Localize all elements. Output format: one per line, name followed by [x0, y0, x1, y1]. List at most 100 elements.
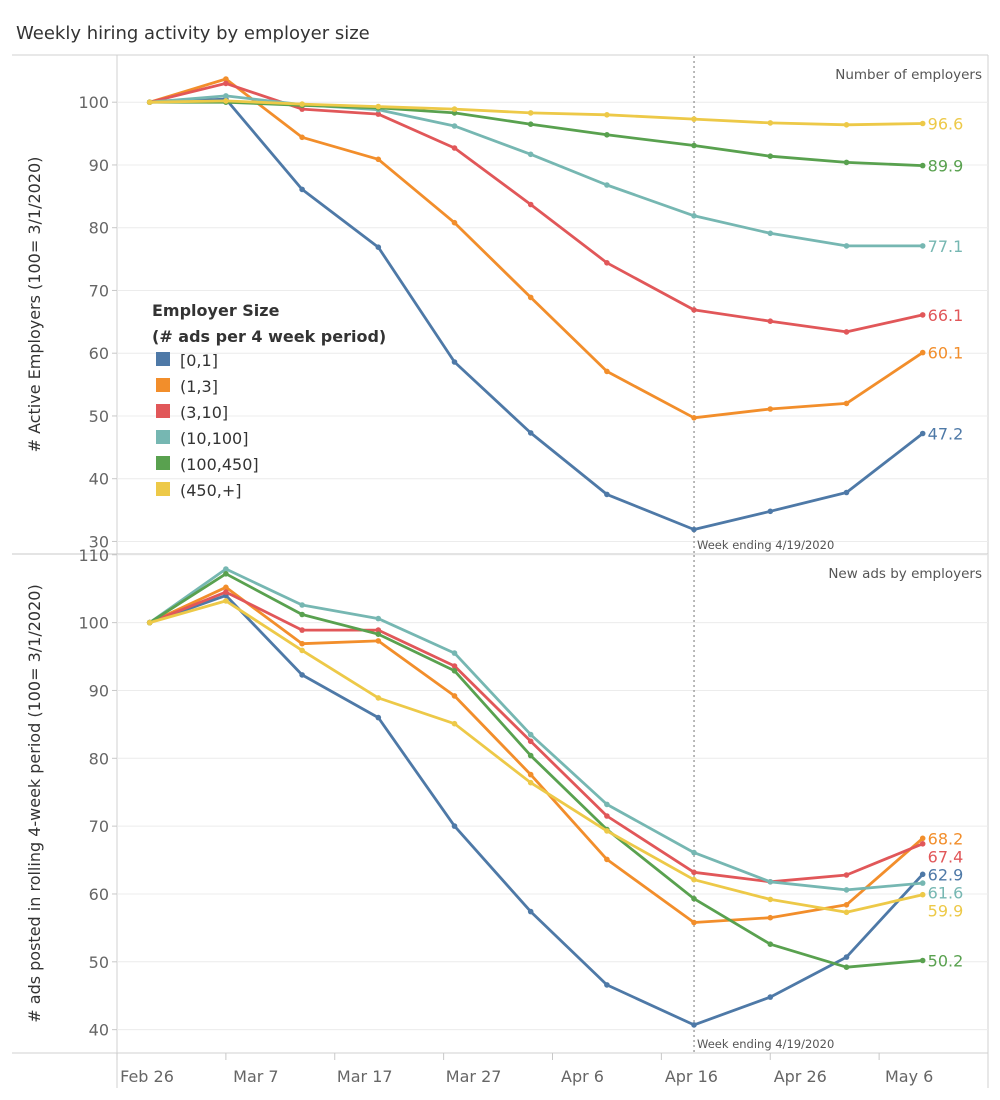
data-point [451, 359, 458, 365]
y-tick-label: 70 [89, 281, 109, 300]
legend-label: (3,10] [180, 403, 228, 422]
legend-item-100-450: (100,450] [156, 455, 259, 474]
panels-layer: 30 40 50 60 70 80 90 100 # Active Employers (100… [12, 54, 989, 1088]
x-tick-label: Apr 26 [774, 1067, 827, 1086]
series-1-3 [146, 76, 926, 421]
legend-item-1-3: (1,3] [156, 377, 218, 396]
data-point [375, 638, 382, 644]
data-point [843, 954, 850, 960]
data-point [375, 111, 382, 117]
legend-swatch [156, 430, 170, 444]
panel-label: Number of employers [835, 67, 982, 83]
series-450 [146, 98, 926, 128]
data-point [604, 982, 610, 988]
legend-subtitle: (# ads per 4 week period) [152, 327, 386, 346]
data-point [691, 1022, 697, 1028]
data-point [919, 243, 926, 249]
legend-label: [0,1] [180, 351, 218, 370]
y-axis-title: # ads posted in rolling 4-week period (1… [25, 584, 44, 1022]
data-point [919, 880, 926, 886]
data-point [527, 121, 534, 127]
x-tick-label: Feb 26 [120, 1067, 174, 1086]
data-point [767, 153, 774, 159]
data-point [919, 312, 926, 318]
data-point [604, 368, 610, 375]
data-point [223, 566, 229, 572]
data-point [604, 112, 610, 118]
data-point [919, 430, 926, 437]
data-point [604, 132, 610, 138]
data-point [527, 201, 534, 208]
y-tick-label: 40 [89, 1021, 109, 1040]
y-tick-label: 100 [78, 614, 109, 633]
data-point [527, 110, 534, 116]
y-tick-label: 40 [89, 470, 109, 489]
series-line [148, 82, 925, 334]
end-value-label: 67.4 [928, 847, 964, 866]
data-point [919, 162, 926, 169]
data-point [767, 994, 774, 1000]
data-point [691, 849, 697, 856]
data-point [604, 182, 610, 188]
panel-2: 40 50 60 70 80 90 100 110 # ads posted in rollin… [12, 546, 988, 1053]
legend: Employer Size (# ads per 4 week period) [0… [152, 301, 386, 500]
end-value-label: 96.6 [928, 115, 964, 134]
y-tick-label: 60 [89, 344, 109, 363]
y-tick-label: 100 [78, 93, 109, 112]
end-value-label: 89.9 [928, 157, 964, 176]
data-point [375, 695, 382, 701]
data-point [451, 106, 458, 112]
series-3-10 [146, 80, 926, 335]
end-value-label: 60.1 [928, 344, 964, 363]
data-point [451, 123, 458, 129]
data-point [843, 329, 850, 335]
data-point [843, 159, 850, 166]
data-point [223, 571, 229, 577]
legend-label: (450,+] [180, 481, 242, 500]
y-axis-title: # Active Employers (100= 3/1/2020) [25, 157, 44, 453]
data-point [527, 908, 534, 915]
data-point [843, 122, 850, 128]
legend-swatch [156, 378, 170, 392]
data-point [843, 964, 850, 970]
reference-line-label: Week ending 4/19/2020 [697, 538, 834, 552]
data-point [691, 876, 697, 883]
data-point [919, 120, 926, 127]
data-point [299, 186, 305, 193]
data-point [843, 872, 850, 878]
data-point [299, 640, 305, 647]
legend-swatch [156, 482, 170, 496]
data-point [299, 101, 305, 107]
panel-label: New ads by employers [828, 566, 982, 582]
data-point [223, 584, 229, 591]
data-point [451, 693, 458, 699]
y-tick-label: 110 [78, 546, 109, 565]
data-point [527, 294, 534, 301]
x-tick-label: May 6 [885, 1067, 933, 1086]
series-line [148, 572, 925, 969]
series-450 [146, 598, 926, 916]
data-point [451, 650, 458, 656]
data-point [767, 914, 774, 921]
y-tick-label: 50 [89, 953, 109, 972]
data-point [451, 219, 458, 226]
data-point [451, 145, 458, 151]
data-point [767, 230, 774, 237]
data-point [843, 909, 850, 916]
panel-1: 30 40 50 60 70 80 90 100 # Active Employers (100… [25, 56, 988, 554]
data-point [919, 871, 926, 878]
chart-title: Weekly hiring activity by employer size [16, 23, 370, 44]
end-value-label: 47.2 [928, 425, 964, 444]
data-point [919, 349, 926, 356]
data-point [299, 602, 305, 608]
legend-title: Employer Size [152, 301, 280, 320]
legend-item-3-10: (3,10] [156, 403, 228, 422]
data-point [451, 663, 458, 669]
data-point [375, 156, 382, 163]
legend-label: (100,450] [180, 455, 259, 474]
y-tick-label: 90 [89, 681, 109, 700]
data-point [375, 714, 382, 721]
y-tick-label: 90 [89, 156, 109, 175]
data-point [691, 116, 697, 122]
